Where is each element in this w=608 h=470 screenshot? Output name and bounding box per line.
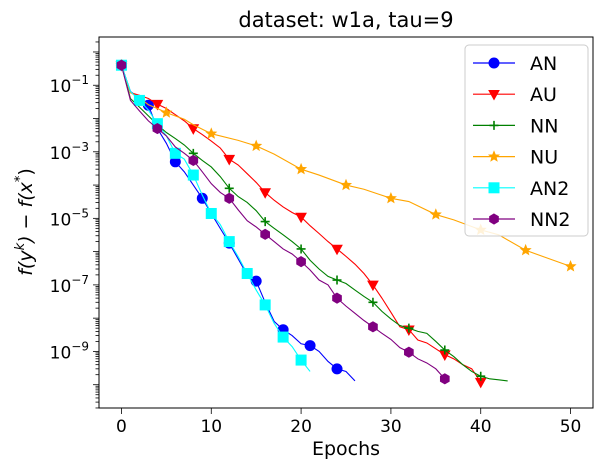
y-tick-label: 10−5 — [50, 206, 89, 230]
data-point — [205, 127, 218, 139]
y-tick-label: 10−3 — [50, 140, 89, 164]
data-point — [250, 139, 263, 152]
data-point — [488, 89, 500, 101]
data-point — [331, 363, 343, 375]
y-axis-label: f(yk) − f(x*) — [13, 168, 37, 276]
data-point — [404, 323, 414, 333]
data-point — [489, 213, 499, 225]
legend: AN AU NN NU AN2 NN2 — [464, 44, 589, 237]
data-point — [224, 183, 234, 193]
data-point — [295, 212, 307, 224]
data-point — [439, 373, 450, 385]
x-tick-label: 20 — [290, 417, 312, 437]
data-point — [429, 208, 442, 220]
legend-label: AU — [530, 84, 557, 106]
data-point — [151, 99, 164, 111]
series-nn — [116, 60, 508, 382]
data-point — [223, 154, 236, 166]
data-point — [223, 236, 235, 248]
data-point — [488, 57, 500, 69]
data-point — [564, 260, 577, 272]
data-point — [332, 275, 342, 285]
data-point — [133, 94, 145, 106]
data-point — [152, 122, 163, 135]
data-point — [187, 169, 199, 181]
series-line — [120, 65, 508, 382]
legend-label: AN — [530, 53, 557, 75]
x-tick-label: 50 — [560, 417, 582, 437]
data-point — [241, 267, 253, 279]
x-tick-label: 40 — [470, 417, 492, 437]
legend-box — [464, 44, 589, 237]
data-point — [488, 182, 500, 194]
series-line — [120, 65, 311, 372]
data-point — [296, 244, 306, 254]
y-tick-label: 10−1 — [50, 73, 89, 97]
data-point — [205, 207, 217, 219]
series-au — [115, 60, 487, 389]
legend-label: AN2 — [530, 178, 569, 200]
data-point — [489, 120, 499, 130]
data-point — [384, 191, 397, 204]
data-point — [188, 154, 199, 167]
plot-frame — [98, 36, 594, 409]
data-point — [368, 297, 378, 307]
data-point — [260, 228, 270, 240]
data-point — [160, 106, 173, 118]
x-axis-label: Epochs — [312, 438, 380, 460]
data-point — [169, 147, 181, 159]
data-point — [368, 321, 378, 333]
data-point — [519, 243, 532, 256]
data-point — [224, 192, 235, 204]
y-tick-label: 10−7 — [50, 273, 89, 297]
data-point — [339, 178, 353, 191]
data-point — [487, 150, 501, 162]
svg-text:f(yk) − f(x*): f(yk) − f(x*) — [13, 168, 37, 276]
data-point — [296, 256, 306, 268]
data-point — [259, 299, 271, 311]
data-point — [259, 188, 272, 199]
x-tick-label: 0 — [116, 417, 127, 437]
data-point — [277, 331, 289, 343]
data-point — [295, 354, 307, 366]
legend-label: NN — [530, 115, 558, 137]
data-point — [440, 345, 450, 355]
data-point — [331, 244, 343, 256]
legend-label: NN2 — [530, 209, 571, 231]
series-line — [120, 65, 482, 383]
legend-label: NU — [530, 147, 558, 169]
series-line — [120, 65, 356, 382]
data-point — [295, 162, 308, 175]
data-point — [116, 59, 127, 71]
y-tick-label: 10−9 — [50, 339, 89, 363]
series-an2 — [115, 59, 311, 372]
x-tick-label: 30 — [380, 417, 402, 437]
chart-title: dataset: w1a, tau=9 — [238, 8, 453, 32]
data-point — [260, 217, 270, 227]
series-line — [120, 65, 446, 380]
data-point — [367, 280, 379, 292]
series-an — [115, 59, 356, 382]
data-point — [332, 292, 342, 304]
data-point — [476, 371, 486, 381]
data-point — [304, 340, 316, 352]
x-tick-label: 10 — [200, 417, 222, 437]
data-point — [404, 346, 414, 358]
series-nn2 — [116, 59, 450, 385]
